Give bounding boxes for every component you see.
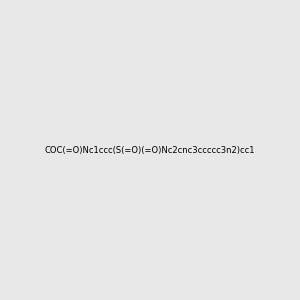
- Text: COC(=O)Nc1ccc(S(=O)(=O)Nc2cnc3ccccc3n2)cc1: COC(=O)Nc1ccc(S(=O)(=O)Nc2cnc3ccccc3n2)c…: [45, 146, 255, 154]
